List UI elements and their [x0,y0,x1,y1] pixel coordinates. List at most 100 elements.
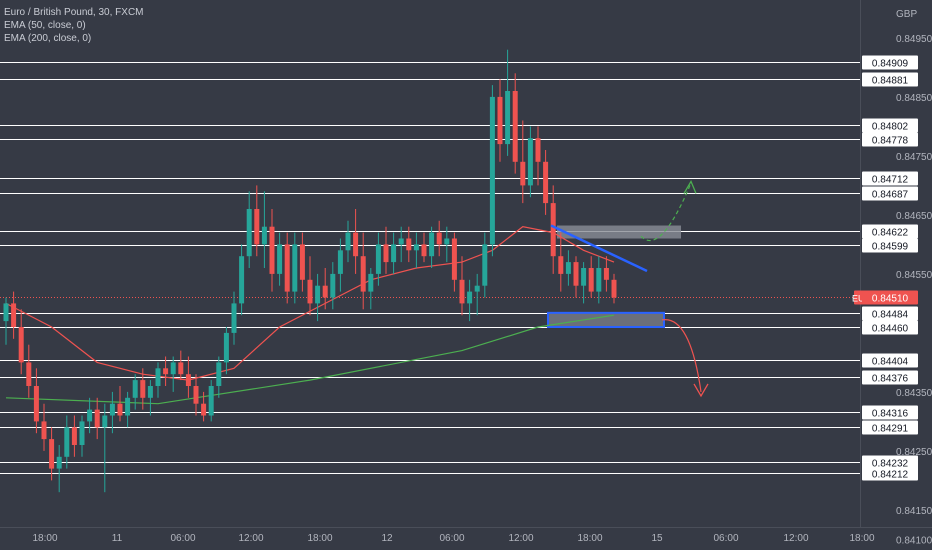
level-label-bg [862,171,918,186]
candle-body [337,250,343,274]
candle-body [292,244,298,292]
candle-body [216,362,222,386]
candle-body [261,226,267,245]
x-tick-label: 12 [381,533,393,544]
y-tick-label: 0.84250 [896,447,932,458]
symbol-title: Euro / British Pound, 30, FXCM [4,7,144,18]
level-label-bg [862,118,918,133]
x-tick-label: 12:00 [508,533,533,544]
candle-body [269,226,275,274]
candle-body [451,238,457,280]
x-tick-label: 12:00 [238,533,263,544]
level-label: 0.84484 [872,310,909,321]
candle-body [246,209,252,257]
candle-body [360,256,366,292]
candle-body [315,285,321,304]
candle-body [185,374,191,386]
candle-body [201,403,207,416]
y-tick-label: 0.84950 [896,34,932,45]
level-label-bg [862,320,918,335]
level-label: 0.84232 [872,459,909,470]
candle-body [125,397,131,416]
candle-body [178,362,184,375]
candle-body [383,244,389,263]
candle-body [155,368,161,386]
level-label: 0.84212 [872,470,909,481]
y-tick-label: 0.84650 [896,211,932,222]
y-tick-label: 0.84850 [896,93,932,104]
x-tick-label: 18:00 [577,533,602,544]
candle-body [132,380,138,398]
candle-body [421,244,427,257]
x-tick-label: 06:00 [170,533,195,544]
level-label-bg [862,186,918,201]
bearish-arrowhead [693,383,709,398]
trendline [550,224,648,273]
candle-body [170,362,176,375]
level-label: 0.84316 [872,409,909,420]
candle-body [277,244,283,274]
candle-body [193,386,199,404]
bearish-path [661,319,702,392]
ema50-line [5,226,615,381]
candle-body [436,232,442,245]
candle-body [588,268,594,292]
candle-body [49,439,55,469]
level-label: 0.84778 [872,136,909,147]
candle-body [353,232,359,257]
candle-body [398,238,404,245]
candle-body [535,138,541,162]
candle-body [406,238,412,251]
candle-body [117,403,123,416]
x-tick-label: 12:00 [783,533,808,544]
current-price-label: 0.84510 [872,294,909,305]
x-tick-label: 06:00 [439,533,464,544]
candle-body [512,91,518,162]
bullish-arrowhead [683,179,697,194]
level-label-bg [862,306,918,321]
candle-body [527,138,533,186]
level-label-bg [862,224,918,239]
candle-body [330,273,336,298]
current-price-bg [862,290,918,305]
candle-body [71,427,77,445]
candle-body [109,403,115,416]
candle-body [56,456,62,469]
candle-body [231,303,237,333]
candle-body [444,238,450,245]
candle-body [474,285,480,292]
level-label-bg [862,132,918,147]
candle-body [208,386,214,416]
ema200-legend: EMA (200, close, 0) [4,33,92,44]
level-label-bg [862,55,918,70]
level-label-bg [862,455,918,470]
y-tick-label: 0.84550 [896,270,932,281]
candle-body [550,203,556,257]
candle-body [41,421,47,440]
candle-body [94,409,100,428]
x-tick-label: 18:00 [849,533,874,544]
candle-body [147,386,153,398]
candle-body [345,232,351,251]
candle-body [368,273,374,292]
level-label: 0.84376 [872,374,909,385]
level-label: 0.84404 [872,357,909,368]
candle-body [307,279,313,304]
y-tick-label: 0.84100 [896,535,932,546]
y-tick-label: 0.84150 [896,506,932,517]
x-tick-label: 11 [112,533,123,544]
y-tick-label: 0.84350 [896,388,932,399]
level-label-bg [862,238,918,253]
candle-body [581,268,587,286]
level-label: 0.84291 [872,424,909,435]
candle-body [543,161,549,204]
support-zone [547,311,665,328]
level-label-bg [862,370,918,385]
level-label: 0.84909 [872,59,909,70]
candle-body [558,256,564,274]
candle-body [284,244,290,292]
candle-body [223,332,229,363]
candle-body [79,421,85,445]
candle-body [459,279,465,304]
